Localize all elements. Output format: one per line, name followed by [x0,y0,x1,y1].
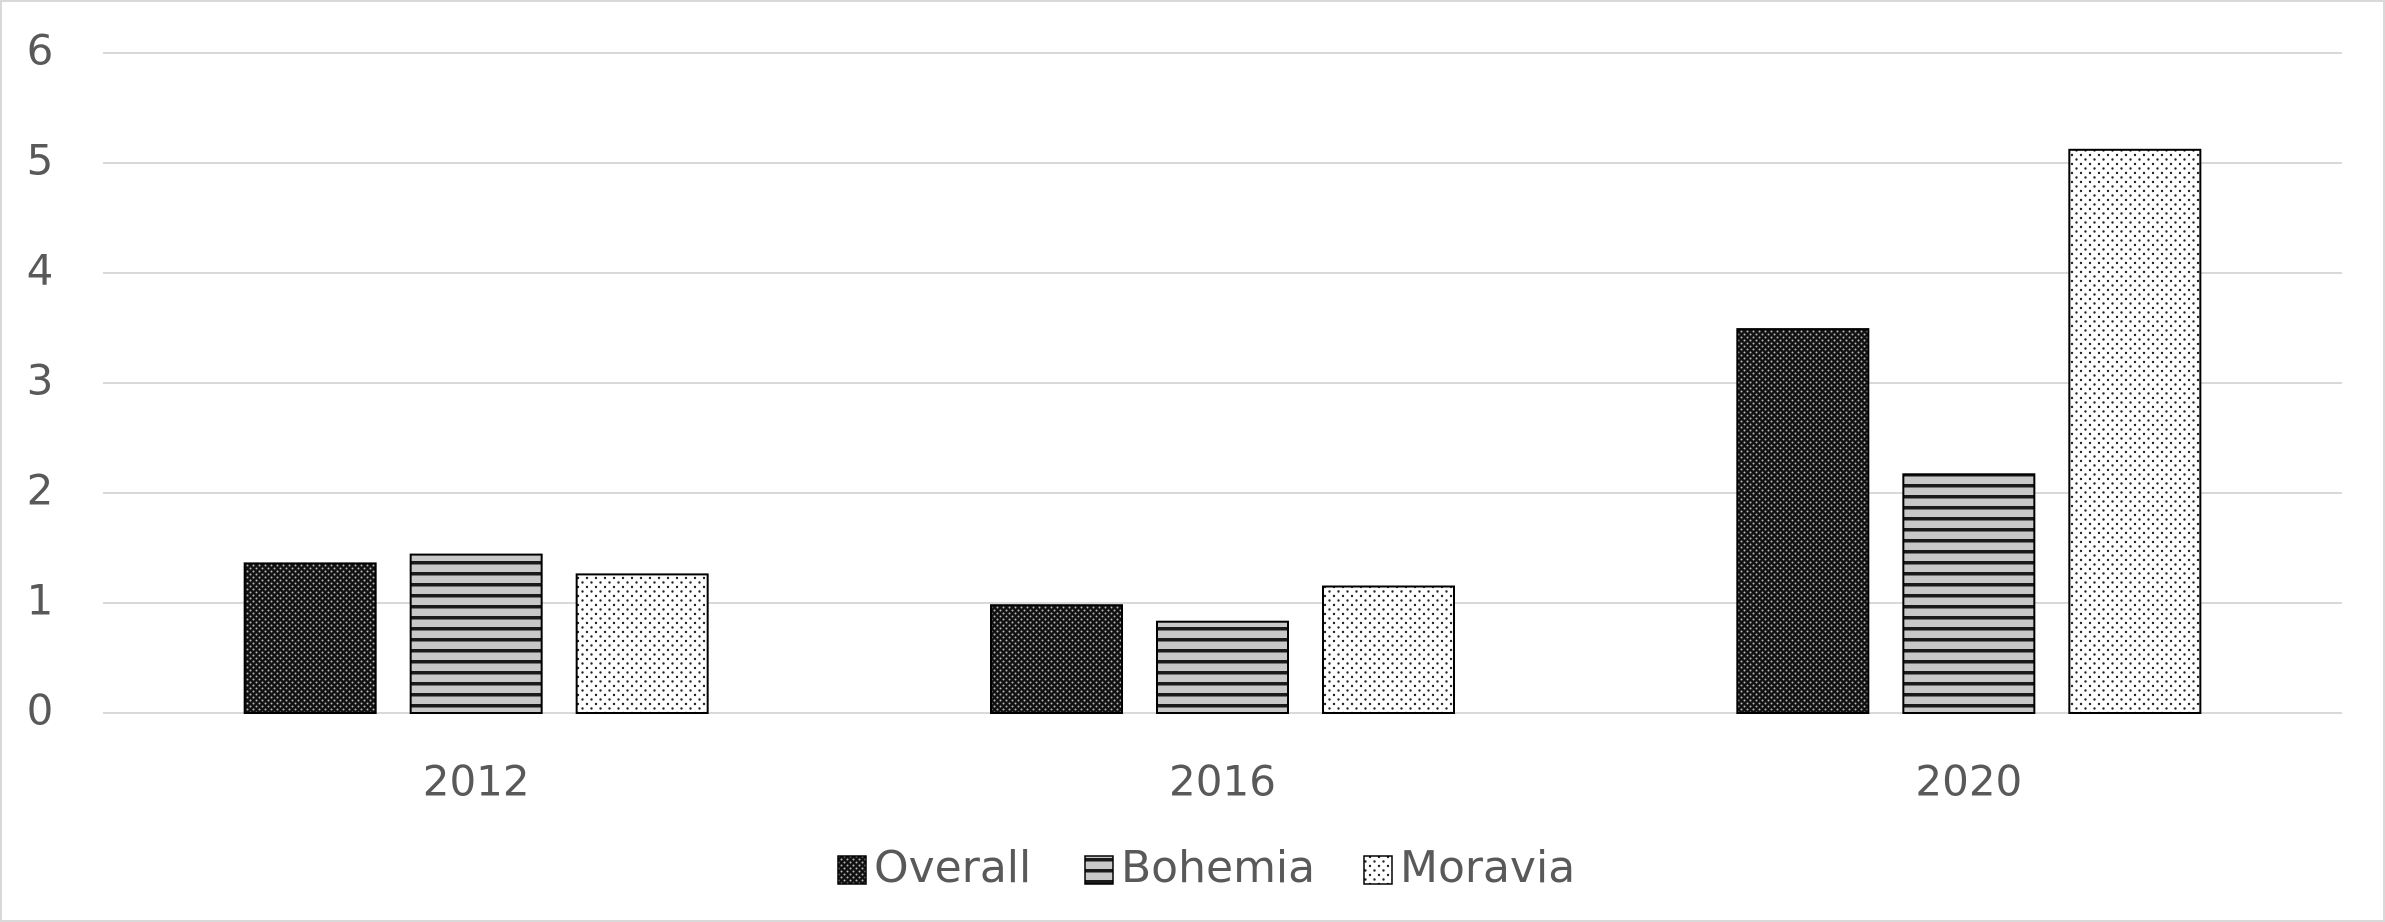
x-tick-label: 2012 [423,757,530,806]
legend-swatch [1084,855,1114,885]
bar [2068,148,2202,715]
bar [243,562,377,715]
legend-swatch [837,855,867,885]
bar [575,573,709,715]
bar [1156,620,1289,715]
legend-label: Bohemia [1121,842,1315,893]
legend-label: Overall [874,842,1031,893]
y-tick-label: 4 [27,246,54,295]
bar [990,604,1123,715]
y-tick-label: 1 [27,576,54,625]
x-tick-label: 2020 [1915,757,2022,806]
legend-swatch [1363,855,1393,885]
y-tick-label: 2 [27,466,54,515]
y-tick-label: 6 [27,26,54,75]
legend-label: Moravia [1400,842,1575,893]
bar [1902,473,2036,714]
x-tick-label: 2016 [1169,757,1276,806]
bar [1322,585,1455,714]
y-tick-label: 5 [27,136,54,185]
bar [1736,328,1870,714]
y-tick-label: 0 [27,686,54,735]
bar [409,553,543,714]
y-tick-label: 3 [27,356,54,405]
